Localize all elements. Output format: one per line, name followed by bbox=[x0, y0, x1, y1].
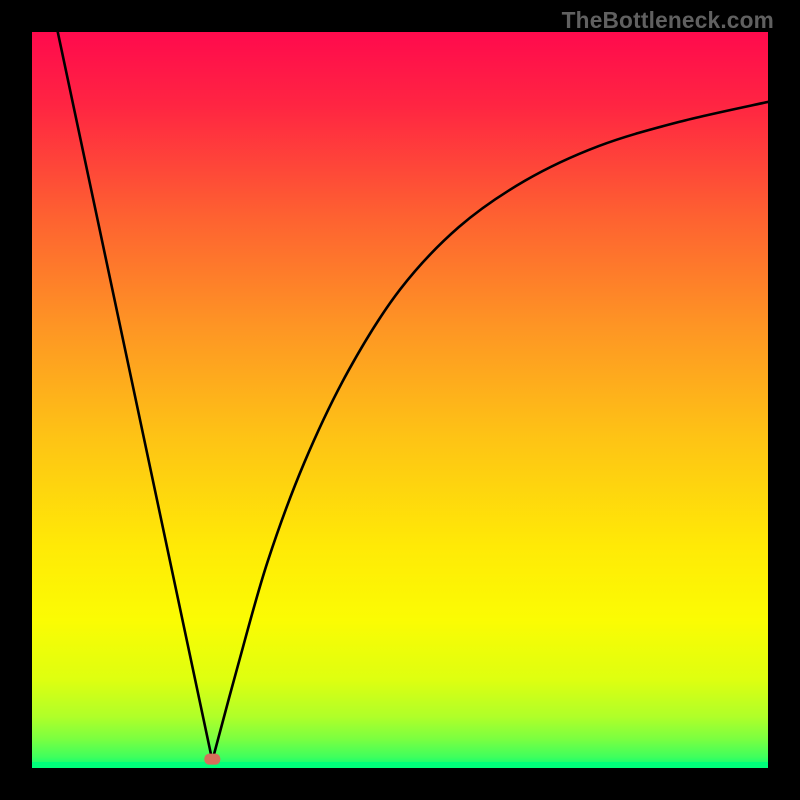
minimum-marker bbox=[204, 754, 220, 765]
chart-container: TheBottleneck.com bbox=[0, 0, 800, 800]
bottom-green-band bbox=[32, 762, 768, 768]
watermark-text: TheBottleneck.com bbox=[562, 7, 774, 34]
gradient-plot-area bbox=[32, 32, 768, 768]
chart-svg bbox=[0, 0, 800, 800]
